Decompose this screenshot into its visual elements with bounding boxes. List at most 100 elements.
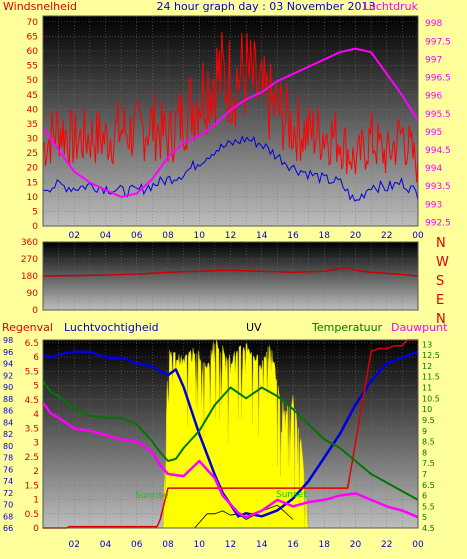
- x-tick-label: 18: [319, 540, 331, 550]
- legend-uv: UV: [246, 321, 262, 334]
- direction-axis-tick: 180: [21, 272, 38, 282]
- x-tick-label: 10: [194, 231, 206, 241]
- direction-axis-tick: 90: [27, 289, 39, 299]
- legend-humidity: Luchtvochtigheid: [64, 321, 159, 334]
- pressure-axis-tick: 995: [425, 128, 442, 138]
- x-tick-label: 04: [100, 231, 112, 241]
- pressure-axis-tick: 997.5: [425, 37, 451, 47]
- rain-axis-tick: 3: [33, 439, 39, 449]
- wind-axis-tick: 50: [27, 76, 39, 86]
- humidity-axis-tick: 68: [3, 512, 13, 521]
- rain-axis-tick: 5: [33, 382, 39, 392]
- pressure-axis-tick: 994.5: [425, 146, 451, 156]
- pressure-axis-tick: 997: [425, 55, 442, 65]
- x-tick-label: 02: [69, 540, 80, 550]
- direction-axis-tick: 360: [21, 238, 38, 248]
- wind-axis-tick: 15: [27, 178, 38, 188]
- legend-rain: Regenval: [2, 321, 53, 334]
- rain-axis-tick: 2.5: [25, 453, 39, 463]
- temperature-axis-tick: 11: [422, 384, 432, 393]
- pressure-axis-tick: 993.5: [425, 182, 451, 192]
- temperature-axis-tick: 11.5: [422, 373, 440, 382]
- humidity-axis-tick: 80: [3, 442, 13, 451]
- temperature-axis-tick: 6.5: [422, 481, 435, 490]
- dewpoint-series-line: [41, 401, 419, 519]
- x-tick-label: 08: [162, 231, 174, 241]
- x-tick-label: 10: [194, 540, 206, 550]
- rain-axis-tick: 4.5: [25, 396, 39, 406]
- wind-axis-tick: 45: [27, 91, 38, 101]
- rain-axis-tick: 1.5: [25, 481, 39, 491]
- rain-series-line: [43, 339, 418, 529]
- humidity-axis-tick: 92: [3, 371, 13, 380]
- wind-axis-tick: 65: [27, 32, 38, 42]
- rain-axis-tick: 1: [33, 496, 39, 506]
- compass-label: E: [436, 293, 444, 308]
- legend-temperature: Temperatuur: [311, 321, 383, 334]
- temperature-axis-tick: 8.5: [422, 438, 435, 447]
- temperature-axis-tick: 5.5: [422, 502, 435, 511]
- rain-axis-tick: 0: [33, 524, 39, 534]
- pressure-axis-tick: 992.5: [425, 218, 451, 228]
- panel-frame: [42, 15, 419, 227]
- rain-axis-tick: 5.5: [25, 367, 39, 377]
- series-layer: [41, 31, 419, 529]
- x-tick-label: 16: [287, 231, 299, 241]
- temperature-axis-tick: 6: [422, 492, 427, 501]
- humidity-axis-tick: 78: [3, 454, 13, 463]
- temperature-axis-tick: 9: [422, 427, 427, 436]
- temperature-axis-tick: 8: [422, 448, 427, 457]
- x-tick-label: 00: [412, 231, 424, 241]
- x-tick-label: 12: [225, 231, 236, 241]
- humidity-axis-tick: 74: [3, 477, 13, 486]
- temperature-axis-tick: 10: [422, 405, 432, 414]
- wind-axis-tick: 70: [27, 18, 39, 28]
- wind-axis-tick: 25: [27, 149, 38, 159]
- x-tick-label: 08: [162, 540, 174, 550]
- compass-label: W: [436, 255, 449, 270]
- x-tick-label: 18: [319, 231, 331, 241]
- x-tick-label: 00: [412, 540, 424, 550]
- temperature-series-line: [42, 380, 419, 501]
- gust-series-line: [42, 31, 419, 183]
- pressure-axis-tick: 993: [425, 200, 442, 210]
- humidity-axis-tick: 86: [3, 407, 13, 416]
- humidity-axis-tick: 94: [3, 360, 13, 369]
- right-axis-title: Luchtdruk: [363, 0, 419, 13]
- humidity-axis-tick: 88: [3, 395, 13, 404]
- wind-axis-tick: 35: [27, 120, 38, 130]
- humidity-axis-tick: 70: [3, 501, 13, 510]
- panel-frame: [42, 339, 419, 529]
- pressure-axis-tick: 996.5: [425, 74, 451, 84]
- rain-axis-tick: 3.5: [25, 424, 39, 434]
- rain-axis-tick: 0.5: [25, 510, 39, 520]
- rain-axis-tick: 4: [33, 410, 39, 420]
- humidity-axis-tick: 98: [3, 336, 13, 345]
- x-tick-label: 14: [256, 540, 268, 550]
- rain-axis-tick: 6.5: [25, 339, 39, 349]
- wind-axis-tick: 30: [27, 135, 39, 145]
- direction-axis-tick: 0: [32, 306, 38, 316]
- x-tick-label: 06: [131, 540, 143, 550]
- x-tick-label: 20: [350, 540, 362, 550]
- temperature-axis-tick: 7: [422, 470, 427, 479]
- humidity-axis-tick: 90: [3, 383, 13, 392]
- x-tick-label: 06: [131, 231, 143, 241]
- temperature-axis-tick: 12.5: [422, 351, 440, 360]
- wind-axis-tick: 20: [27, 164, 39, 174]
- temperature-axis-tick: 5: [422, 513, 427, 522]
- humidity-axis-tick: 72: [3, 489, 13, 498]
- pressure-axis-tick: 994: [425, 164, 442, 174]
- humidity-axis-tick: 84: [3, 418, 13, 427]
- x-tick-label: 16: [287, 540, 299, 550]
- wind-axis-tick: 60: [27, 47, 39, 57]
- x-tick-label: 12: [225, 540, 236, 550]
- temperature-axis-tick: 4.5: [422, 524, 435, 533]
- direction-series-line: [42, 266, 419, 277]
- pressure-axis-tick: 996: [425, 92, 442, 102]
- x-tick-label: 04: [100, 540, 112, 550]
- temperature-axis-tick: 7.5: [422, 459, 435, 468]
- compass-label: S: [436, 274, 444, 289]
